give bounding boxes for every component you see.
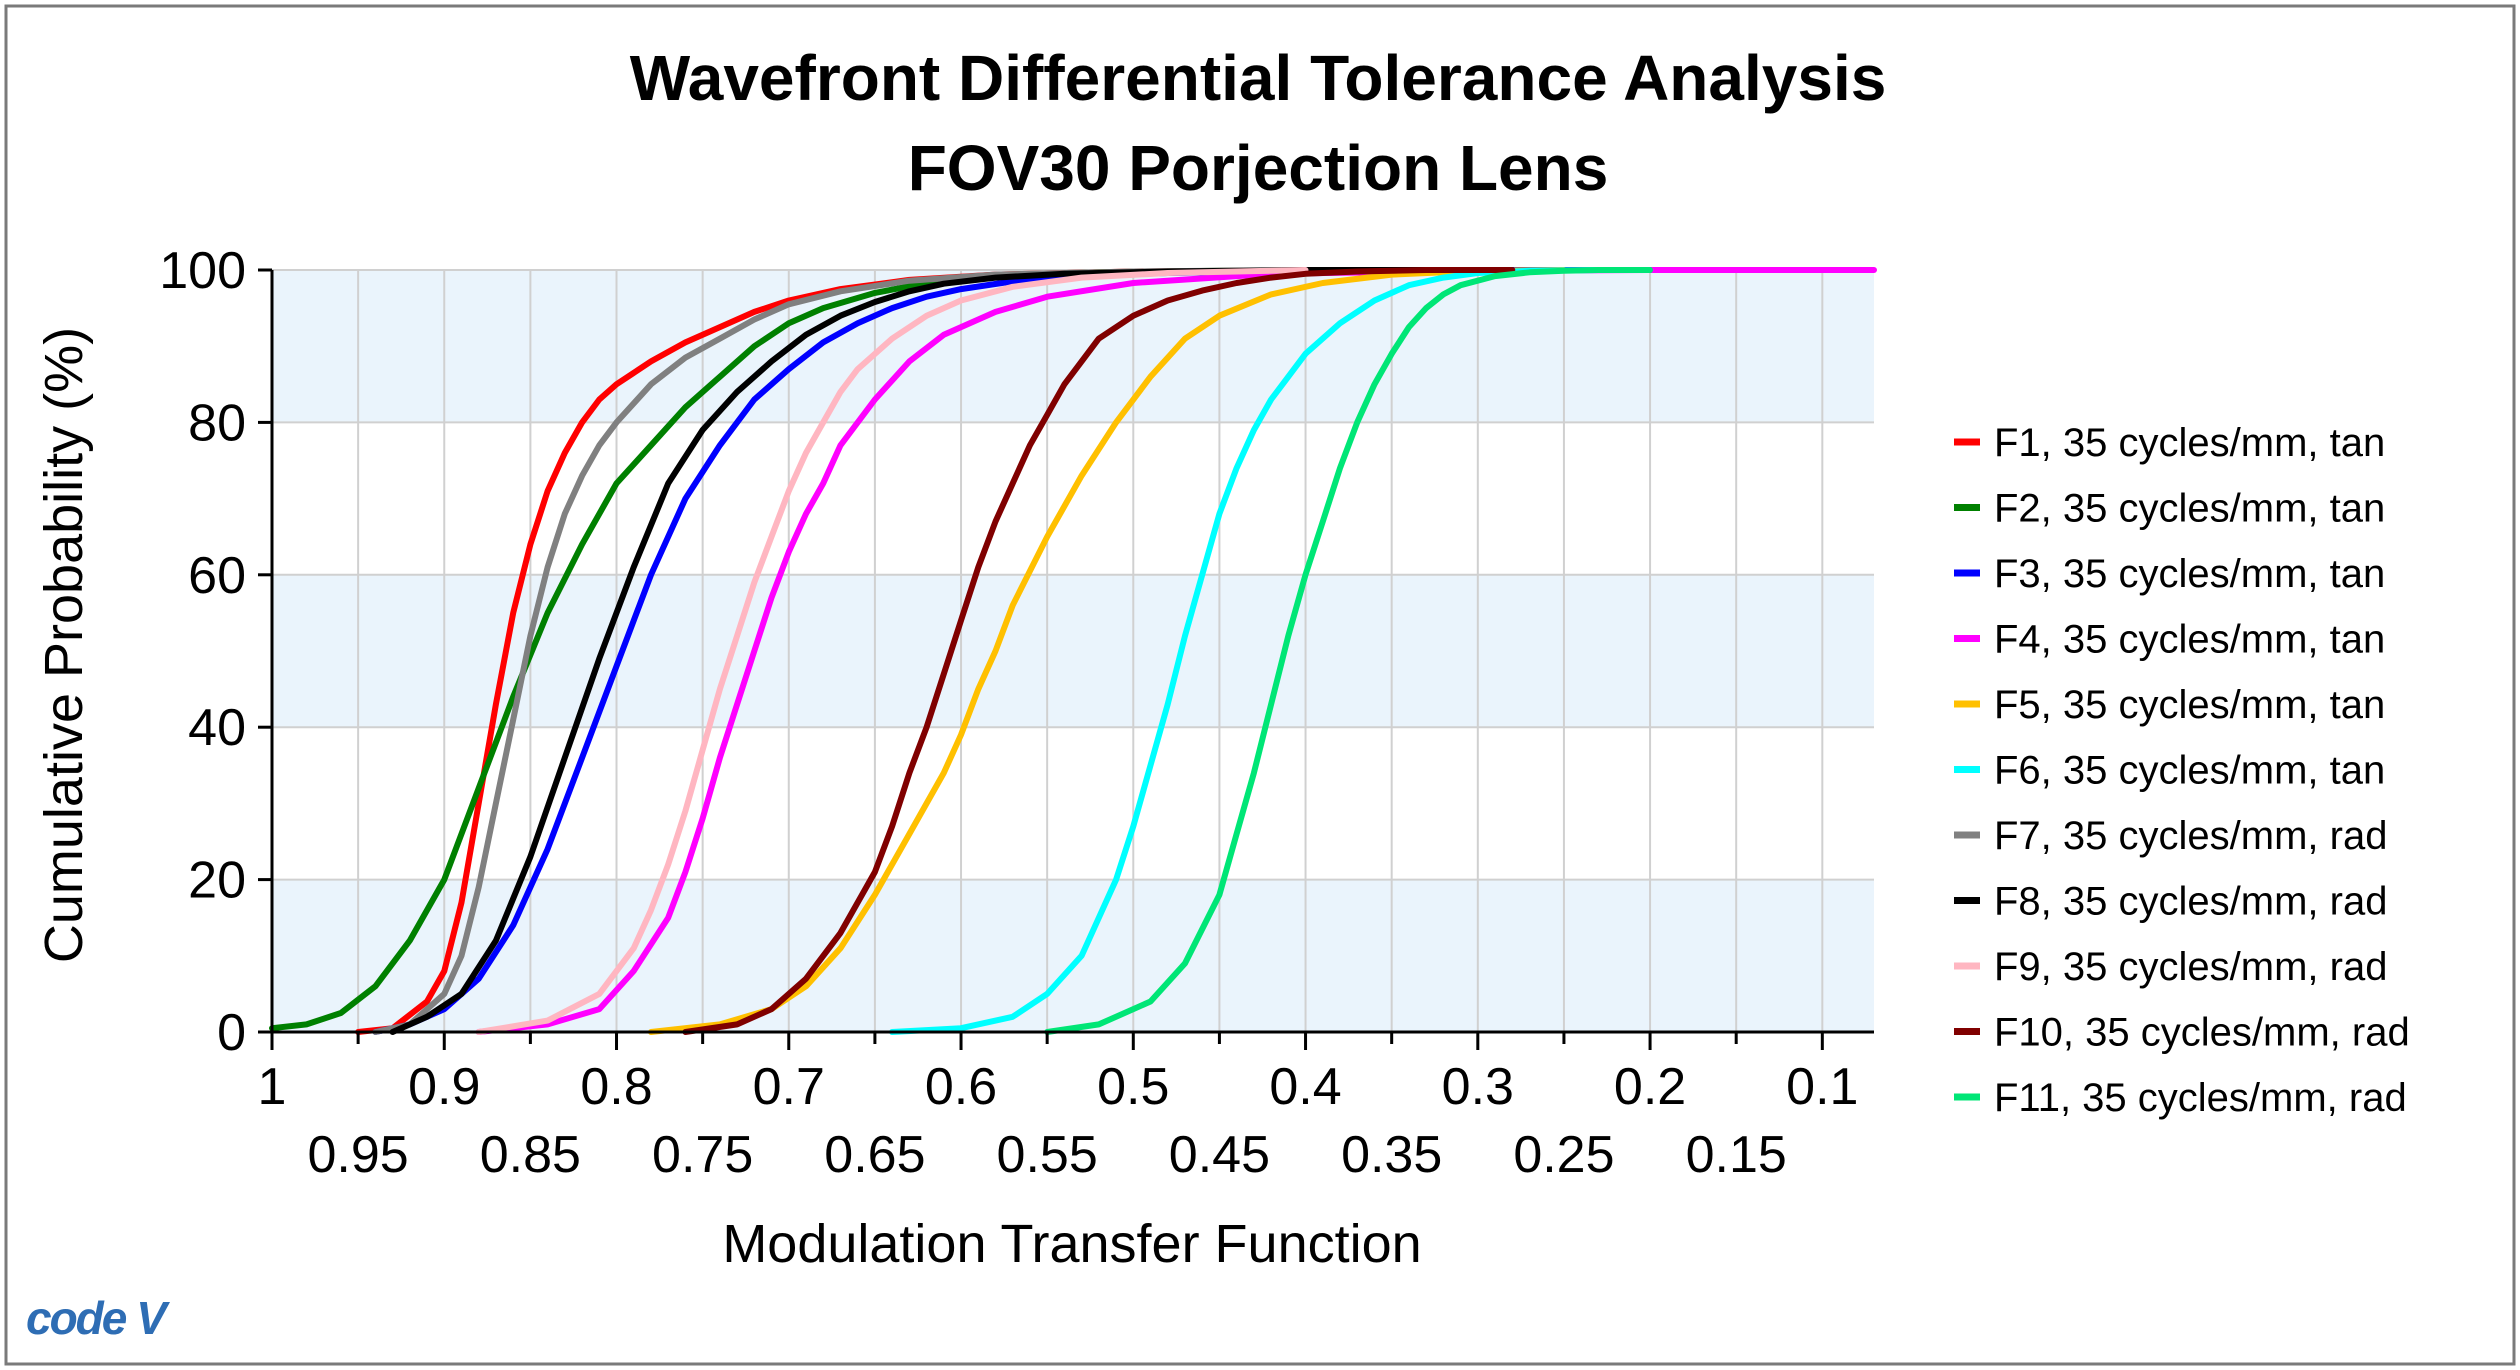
x-tick-label-major: 0.4: [1269, 1058, 1341, 1116]
plot-band: [272, 879, 1874, 1032]
codev-logo: code V: [26, 1292, 172, 1344]
legend-label: F3, 35 cycles/mm, tan: [1994, 552, 2385, 596]
x-tick-label-major: 0.8: [580, 1058, 652, 1116]
legend-item-f3: F3, 35 cycles/mm, tan: [1954, 552, 2385, 596]
series-line-f7: [372, 267, 1481, 1035]
x-tick-label-minor: 0.55: [997, 1126, 1098, 1184]
y-tick-label: 80: [188, 394, 246, 452]
x-tick-label-minor: 0.85: [480, 1126, 581, 1184]
x-tick-label-major: 0.1: [1786, 1058, 1858, 1116]
y-tick-label: 40: [188, 699, 246, 757]
x-tick-label-major: 0.9: [408, 1058, 480, 1116]
chart-subtitle: FOV30 Porjection Lens: [908, 132, 1609, 204]
chart-title: Wavefront Differential Tolerance Analysi…: [630, 42, 1887, 114]
x-tick-label-major: 0.7: [753, 1058, 825, 1116]
legend-item-f8: F8, 35 cycles/mm, rad: [1954, 880, 2387, 924]
series-line-f9: [475, 267, 1309, 1035]
series-line-f6: [889, 267, 1602, 1035]
x-tick-label-minor: 0.35: [1341, 1126, 1442, 1184]
x-tick-label-minor: 0.25: [1513, 1126, 1614, 1184]
y-tick-label: 20: [188, 852, 246, 910]
series-line-f11: [1044, 267, 1654, 1035]
legend-item-f10: F10, 35 cycles/mm, rad: [1954, 1011, 2410, 1055]
legend-item-f11: F11, 35 cycles/mm, rad: [1954, 1076, 2407, 1120]
x-tick-label-minor: 0.65: [824, 1126, 925, 1184]
x-tick-label-minor: 0.95: [308, 1126, 409, 1184]
legend-label: F9, 35 cycles/mm, rad: [1994, 945, 2387, 989]
x-tick-label-major: 0.6: [925, 1058, 997, 1116]
legend-item-f5: F5, 35 cycles/mm, tan: [1954, 683, 2385, 727]
x-tick-label-minor: 0.75: [652, 1126, 753, 1184]
x-tick-label-major: 0.2: [1614, 1058, 1686, 1116]
plot-series: [269, 267, 1877, 1035]
x-tick-label-major: 0.5: [1097, 1058, 1169, 1116]
legend-item-f9: F9, 35 cycles/mm, rad: [1954, 945, 2387, 989]
codev-logo-text: code V: [26, 1292, 170, 1344]
legend-label: F8, 35 cycles/mm, rad: [1994, 880, 2387, 924]
y-axis-label: Cumulative Probability (%): [34, 327, 94, 963]
y-tick-label: 0: [217, 1004, 246, 1062]
series-line-f5: [648, 267, 1567, 1035]
x-tick-labels: 1 0.9 0.8 0.7 0.6 0.5 0.4 0.3 0.2 0.1 0.95 0.85 0.75…: [258, 1058, 1859, 1184]
plot-background-bands: [272, 270, 1874, 1032]
plot-band: [272, 727, 1874, 880]
legend-item-f4: F4, 35 cycles/mm, tan: [1954, 618, 2385, 662]
x-tick-label-major: 1: [258, 1058, 287, 1116]
legend-label: F1, 35 cycles/mm, tan: [1994, 421, 2385, 465]
legend-label: F4, 35 cycles/mm, tan: [1994, 618, 2385, 662]
legend-item-f6: F6, 35 cycles/mm, tan: [1954, 749, 2385, 793]
legend-item-f1: F1, 35 cycles/mm, tan: [1954, 421, 2385, 465]
legend-label: F6, 35 cycles/mm, tan: [1994, 749, 2385, 793]
x-tick-label-minor: 0.15: [1686, 1126, 1787, 1184]
x-axis-label: Modulation Transfer Function: [722, 1214, 1421, 1274]
series-line-f10: [682, 267, 1516, 1035]
x-tick-label-major: 0.3: [1442, 1058, 1514, 1116]
legend: F1, 35 cycles/mm, tan F2, 35 cycles/mm, t…: [1954, 421, 2410, 1120]
legend-label: F11, 35 cycles/mm, rad: [1994, 1076, 2407, 1120]
legend-item-f7: F7, 35 cycles/mm, rad: [1954, 814, 2387, 858]
x-tick-label-minor: 0.45: [1169, 1126, 1270, 1184]
series-line-f8: [389, 267, 1481, 1035]
y-tick-label: 100: [159, 242, 246, 300]
series-line-f4: [475, 267, 1877, 1035]
y-tick-labels: 0 20 40 60 80 100: [159, 242, 246, 1062]
plot-axes: [258, 268, 1874, 1050]
legend-label: F10, 35 cycles/mm, rad: [1994, 1011, 2410, 1055]
y-tick-label: 60: [188, 547, 246, 605]
legend-label: F5, 35 cycles/mm, tan: [1994, 683, 2385, 727]
legend-label: F2, 35 cycles/mm, tan: [1994, 487, 2385, 531]
legend-label: F7, 35 cycles/mm, rad: [1994, 814, 2387, 858]
plot-band: [272, 422, 1874, 575]
legend-item-f2: F2, 35 cycles/mm, tan: [1954, 487, 2385, 531]
